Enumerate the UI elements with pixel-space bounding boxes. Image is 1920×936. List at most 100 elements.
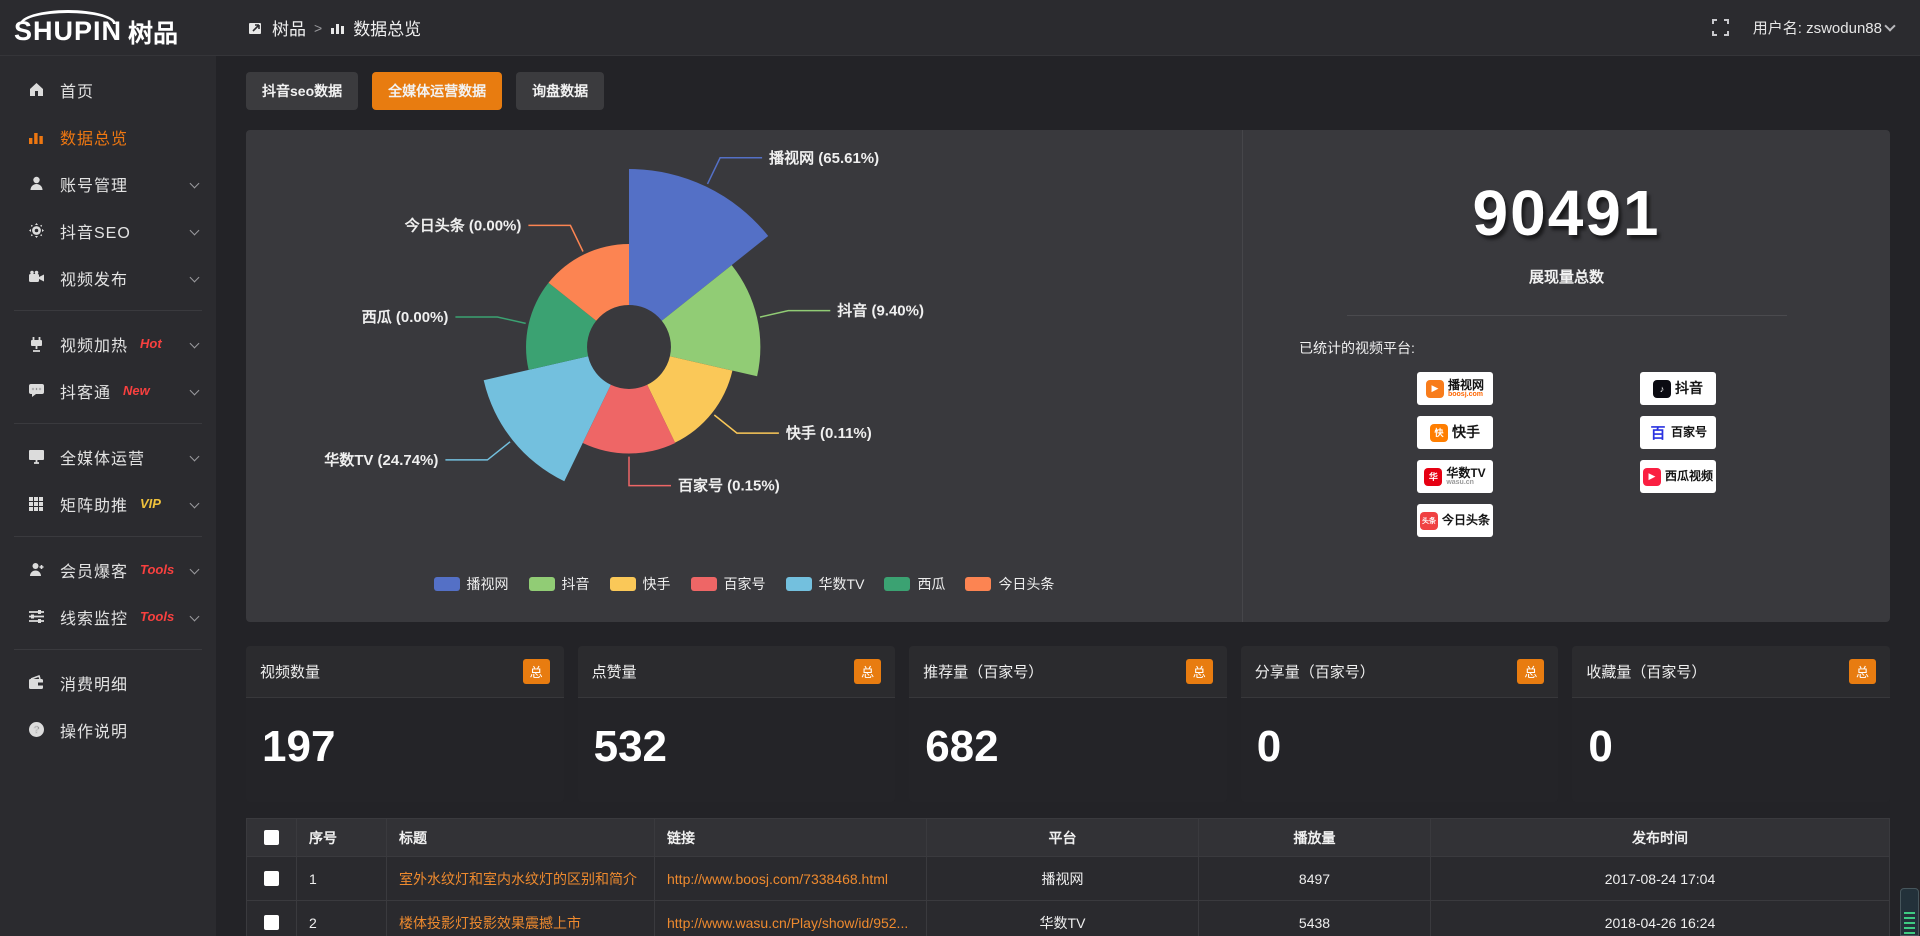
corner-widget[interactable] bbox=[1900, 888, 1919, 936]
sidebar: 首页 数据总览 账号管理 抖音SEO 视频发布 视频加热 Hot bbox=[0, 56, 216, 936]
platform-badge-toutiao[interactable]: 头条 今日头条 bbox=[1417, 504, 1493, 537]
col-link: 链接 bbox=[654, 818, 927, 857]
total-badge[interactable]: 总 bbox=[854, 659, 882, 684]
summary-divider bbox=[1346, 315, 1787, 316]
total-badge[interactable]: 总 bbox=[1185, 659, 1213, 684]
video-camera-icon bbox=[26, 270, 46, 285]
boosj-icon: ▶ bbox=[1425, 379, 1444, 398]
cell-plays: 5438 bbox=[1198, 900, 1431, 936]
breadcrumb-root[interactable]: 树品 bbox=[272, 20, 306, 39]
data-tabs: 抖音seo数据 全媒体运营数据 询盘数据 bbox=[246, 72, 1890, 110]
impressions-total-label: 展现量总数 bbox=[1528, 269, 1604, 286]
sidebar-divider bbox=[14, 423, 202, 424]
sidebar-item-account[interactable]: 账号管理 bbox=[0, 160, 216, 207]
fullscreen-icon[interactable] bbox=[1711, 19, 1729, 36]
legend-chip bbox=[609, 577, 636, 591]
platform-badge-douyin[interactable]: ♪ 抖音 bbox=[1640, 372, 1716, 405]
user-icon bbox=[26, 175, 46, 192]
legend-chip bbox=[528, 577, 555, 591]
sidebar-item-member-burst[interactable]: 会员爆客 Tools bbox=[0, 546, 216, 593]
legend-item-快手[interactable]: 快手 bbox=[609, 574, 671, 594]
stat-card-shares: 分享量（百家号）总 0 bbox=[1240, 646, 1559, 802]
user-plus-icon bbox=[26, 561, 46, 578]
select-all-checkbox[interactable] bbox=[264, 830, 279, 845]
pie-slice-快手[interactable] bbox=[647, 356, 733, 443]
sidebar-item-douyin-seo[interactable]: 抖音SEO bbox=[0, 207, 216, 254]
legend-item-抖音[interactable]: 抖音 bbox=[528, 574, 590, 594]
sidebar-item-media-ops[interactable]: 全媒体运营 bbox=[0, 433, 216, 480]
platform-badge-boosj[interactable]: ▶ 播视网 boosj.com bbox=[1417, 372, 1493, 405]
stat-card-recommends: 推荐量（百家号）总 682 bbox=[909, 646, 1227, 802]
pie-slice-西瓜[interactable] bbox=[526, 282, 597, 370]
platform-badge-xigua[interactable]: ▶ 西瓜视频 bbox=[1640, 460, 1716, 493]
legend-label: 西瓜 bbox=[917, 576, 946, 592]
cell-url-link[interactable]: http://www.boosj.com/7338468.html bbox=[654, 856, 927, 901]
breadcrumb-current[interactable]: 数据总览 bbox=[353, 20, 422, 39]
row-checkbox[interactable] bbox=[264, 915, 279, 930]
sidebar-item-spending[interactable]: 消费明细 bbox=[0, 659, 216, 706]
user-menu[interactable]: 用户名: zswodun88 bbox=[1753, 17, 1896, 38]
tab-douyin-seo[interactable]: 抖音seo数据 bbox=[246, 72, 359, 110]
cell-no: 1 bbox=[296, 856, 387, 901]
legend-item-华数TV[interactable]: 华数TV bbox=[785, 574, 864, 594]
pie-leader-line bbox=[445, 441, 511, 461]
legend-item-今日头条[interactable]: 今日头条 bbox=[965, 574, 1054, 594]
sidebar-item-help[interactable]: ? 操作说明 bbox=[0, 706, 216, 753]
kuaishou-icon: 快 bbox=[1430, 423, 1448, 442]
legend-item-百家号[interactable]: 百家号 bbox=[690, 574, 766, 594]
topbar-right: 用户名: zswodun88 bbox=[1711, 17, 1920, 38]
home-icon bbox=[26, 81, 46, 98]
total-badge[interactable]: 总 bbox=[1848, 659, 1876, 684]
pie-label: 今日头条 (0.00%) bbox=[404, 216, 522, 234]
tab-inquiry[interactable]: 询盘数据 bbox=[516, 72, 605, 110]
platform-badge-baijiahao[interactable]: 百 百家号 bbox=[1640, 416, 1716, 449]
pie-slice-今日头条[interactable] bbox=[548, 244, 630, 321]
col-platform: 平台 bbox=[926, 818, 1199, 857]
pie-slice-百家号[interactable] bbox=[582, 384, 676, 454]
cell-url-link[interactable]: http://www.wasu.cn/Play/show/id/952... bbox=[654, 900, 927, 936]
breadcrumb: 树品 > 数据总览 bbox=[216, 15, 421, 40]
plug-icon bbox=[26, 336, 46, 352]
pie-label: 百家号 (0.15%) bbox=[678, 477, 780, 495]
xigua-icon: ▶ bbox=[1642, 467, 1661, 486]
chevron-down-icon bbox=[189, 338, 200, 349]
total-badge[interactable]: 总 bbox=[522, 659, 550, 684]
logo-arc bbox=[20, 9, 116, 24]
pie-slice-播视网[interactable] bbox=[629, 169, 769, 321]
platform-badge-kuaishou[interactable]: 快 快手 bbox=[1417, 416, 1493, 449]
sidebar-item-lead-monitor[interactable]: 线索监控 Tools bbox=[0, 593, 216, 640]
sidebar-item-doketong[interactable]: 抖客通 New bbox=[0, 367, 216, 414]
stat-value: 0 bbox=[1256, 722, 1282, 771]
legend-item-播视网[interactable]: 播视网 bbox=[433, 574, 509, 594]
chevron-down-icon bbox=[189, 498, 200, 509]
stat-cards: 视频数量总 197 点赞量总 532 推荐量（百家号）总 682 分享量（百家号… bbox=[246, 646, 1890, 802]
cell-title-link[interactable]: 楼体投影灯投影效果震撼上市 bbox=[386, 900, 655, 936]
app-logo: SHUPIN 树品 bbox=[0, 6, 216, 50]
sidebar-item-home[interactable]: 首页 bbox=[0, 66, 216, 113]
pie-slice-抖音[interactable] bbox=[661, 265, 761, 377]
legend-chip bbox=[690, 577, 717, 591]
chevron-down-icon bbox=[189, 611, 200, 622]
cell-title-link[interactable]: 室外水纹灯和室内水纹灯的区别和简介 bbox=[386, 856, 655, 901]
legend-item-西瓜[interactable]: 西瓜 bbox=[884, 574, 945, 594]
main-content: 抖音seo数据 全媒体运营数据 询盘数据 播视网 (65.61%) 抖音 (9.4… bbox=[216, 56, 1920, 936]
total-badge[interactable]: 总 bbox=[1517, 659, 1545, 684]
sidebar-item-data-overview[interactable]: 数据总览 bbox=[0, 113, 216, 160]
sidebar-item-video-publish[interactable]: 视频发布 bbox=[0, 254, 216, 301]
tools-badge: Tools bbox=[140, 609, 175, 624]
pie-leader-line bbox=[706, 157, 763, 185]
chevron-down-icon bbox=[189, 451, 200, 462]
sidebar-item-matrix-boost[interactable]: 矩阵助推 VIP bbox=[0, 480, 216, 527]
pie-leader-line bbox=[759, 309, 831, 318]
vip-badge: VIP bbox=[140, 496, 161, 511]
pie-slice-华数TV[interactable] bbox=[483, 356, 611, 482]
chevron-down-icon bbox=[189, 272, 200, 283]
col-no: 序号 bbox=[296, 818, 387, 857]
tab-media-ops[interactable]: 全媒体运营数据 bbox=[372, 72, 503, 110]
row-checkbox[interactable] bbox=[264, 871, 279, 886]
cell-time: 2018-04-26 16:24 bbox=[1430, 900, 1890, 936]
question-circle-icon: ? bbox=[26, 721, 46, 738]
platform-badge-wasu[interactable]: 华 华数TV wasu.cn bbox=[1417, 460, 1493, 493]
pie-label: 快手 (0.11%) bbox=[786, 424, 872, 442]
sidebar-item-video-heat[interactable]: 视频加热 Hot bbox=[0, 320, 216, 367]
